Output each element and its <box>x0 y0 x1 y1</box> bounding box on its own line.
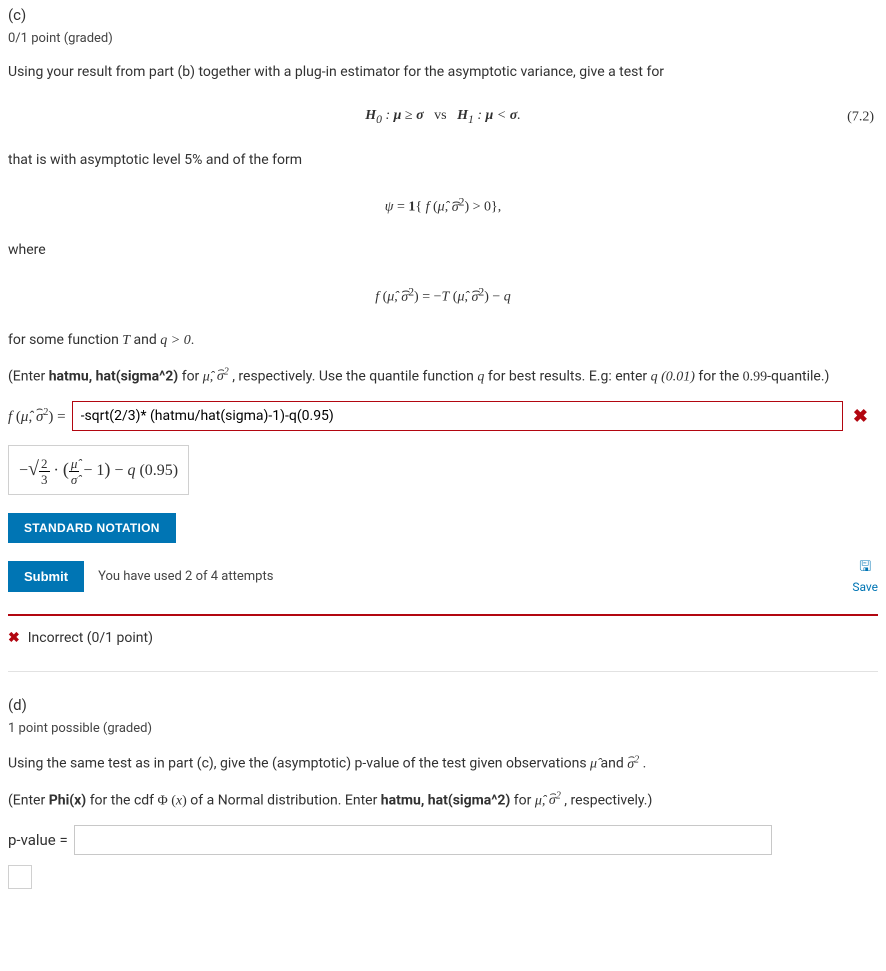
text: , respectively. Use the quantile functio… <box>229 368 478 384</box>
part-d-entry-note: (Enter Phi(x) for the cdf Φ (x) of a Nor… <box>8 789 878 812</box>
submit-button[interactable]: Submit <box>8 561 84 592</box>
math-Phi: Φ (x) <box>158 793 187 808</box>
math-sigmahat2: ⌢σ2 <box>627 757 639 772</box>
equation-hypotheses: H0 : μ ≥ σ vs H1 : μ < σ. (7.2) <box>8 105 878 128</box>
math-muhat: μ̂ <box>590 757 597 772</box>
text: Using the same test as in part (c), give… <box>8 756 590 772</box>
text: . <box>191 332 195 348</box>
math-symbols: μ̂, ⌢σ2 <box>203 369 229 384</box>
empty-render-box <box>8 865 32 889</box>
feedback-text: ✖ Incorrect (0/1 point) <box>8 628 878 649</box>
text-hatmu: hatmu, hat(sigma^2) <box>49 368 179 384</box>
text: -quantile.) <box>767 368 829 384</box>
text: for the <box>695 368 743 384</box>
attempts-text: You have used 2 of 4 attempts <box>98 567 273 587</box>
part-c-prompt-1: Using your result from part (b) together… <box>8 62 878 83</box>
text: for <box>178 368 203 384</box>
text-hatmu: hatmu, hat(sigma^2) <box>381 792 511 808</box>
text: for some function <box>8 332 122 348</box>
feedback-label: Incorrect (0/1 point) <box>28 630 153 646</box>
text: (Enter <box>8 792 49 808</box>
part-d-label: (d) <box>8 694 878 717</box>
text: and <box>130 332 160 348</box>
text: (Enter <box>8 368 49 384</box>
part-c-prompt-2: that is with asymptotic level 5% and of … <box>8 150 878 171</box>
part-d-answer-row: p-value = <box>8 825 878 855</box>
part-d-answer-input[interactable] <box>74 825 772 855</box>
text: for the cdf <box>86 792 157 808</box>
standard-notation-button[interactable]: STANDARD NOTATION <box>8 513 176 543</box>
part-c-entry-note: (Enter hatmu, hat(sigma^2) for μ̂, ⌢σ2 ,… <box>8 365 878 388</box>
save-link[interactable]: 🖫 Save <box>852 557 878 596</box>
part-c-rendered-math: −√23 · (μ̂σ̂ − 1) − q (0.95) <box>8 445 189 495</box>
equation-number: (7.2) <box>847 106 874 127</box>
text: and <box>597 756 627 772</box>
submit-row: Submit You have used 2 of 4 attempts 🖫 S… <box>8 557 878 596</box>
text: of a Normal distribution. Enter <box>187 792 381 808</box>
text: , respectively.) <box>561 792 653 808</box>
part-c-prompt-3: where <box>8 240 878 261</box>
part-c-prompt-4: for some function T and q > 0. <box>8 330 878 351</box>
math-symbols: μ̂, ⌢σ2 <box>535 793 561 808</box>
math-099: 0.99 <box>743 369 768 384</box>
answer-lhs: f (μ̂, ⌢σ2) = <box>8 405 72 429</box>
part-c-label: (c) <box>8 4 878 27</box>
math-T: T <box>122 333 130 348</box>
text: for best results. E.g: enter <box>484 368 650 384</box>
save-icon: 🖫 <box>852 557 878 578</box>
incorrect-icon: ✖ <box>843 403 878 430</box>
text: for <box>510 792 535 808</box>
part-c-answer-input[interactable] <box>72 401 843 431</box>
feedback-bar: ✖ Incorrect (0/1 point) <box>8 614 878 649</box>
divider <box>8 671 878 672</box>
part-c-answer-row: f (μ̂, ⌢σ2) = ✖ <box>8 401 878 431</box>
part-d-prompt-1: Using the same test as in part (c), give… <box>8 752 878 775</box>
math-q001: q (0.01) <box>651 369 695 384</box>
feedback-x-icon: ✖ <box>8 630 20 646</box>
answer-lhs: p-value = <box>8 829 74 852</box>
part-d-points: 1 point possible (graded) <box>8 719 878 739</box>
text-phix: Phi(x) <box>49 792 87 808</box>
equation-psi: ψ = 1{ f (μ̂, ⌢σ2) > 0}, <box>8 193 878 218</box>
text: . <box>639 756 646 772</box>
math-q: q > 0 <box>160 333 190 348</box>
part-c-points: 0/1 point (graded) <box>8 29 878 49</box>
save-label: Save <box>852 580 878 594</box>
equation-f: f (μ̂, ⌢σ2) = −T (μ̂, ⌢σ2) − q <box>8 283 878 308</box>
